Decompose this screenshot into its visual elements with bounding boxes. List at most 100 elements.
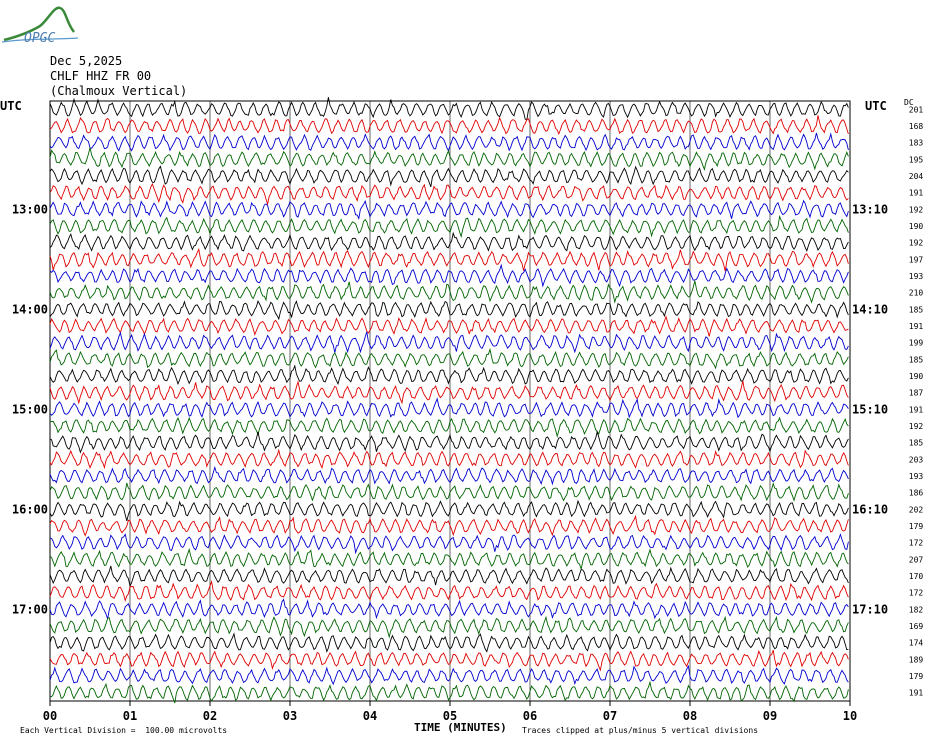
seismic-trace — [49, 115, 849, 136]
dc-offset-value: 183 — [909, 139, 924, 148]
seismic-trace — [49, 615, 849, 639]
left-hour-label: 14:00 — [12, 302, 48, 316]
station-code: CHLF HHZ FR 00 — [50, 69, 152, 83]
seismic-trace — [49, 565, 849, 588]
scale-note: Each Vertical Division = 100.00 microvol… — [20, 726, 228, 735]
dc-offset-value: 199 — [909, 339, 924, 348]
trace-rows — [49, 97, 849, 704]
seismic-trace — [49, 315, 849, 337]
dc-offset-value: 197 — [909, 255, 924, 264]
seismic-trace — [49, 347, 849, 370]
seismic-trace — [49, 300, 849, 321]
left-hour-label: 15:00 — [12, 402, 48, 416]
station-name: (Chalmoux Vertical) — [50, 84, 188, 98]
dc-offset-value: 195 — [909, 155, 924, 164]
seismic-trace — [49, 280, 849, 304]
seismic-trace — [49, 448, 849, 470]
clip-note: Traces clipped at plus/minus 5 vertical … — [522, 726, 759, 735]
x-tick-label: 10 — [843, 709, 857, 723]
seismic-trace — [49, 430, 849, 454]
logo-text: OPGC — [24, 31, 55, 46]
seismic-trace — [49, 331, 849, 354]
dc-offset-value: 168 — [909, 122, 924, 131]
x-tick-label: 03 — [283, 709, 297, 723]
dc-offset-value: 169 — [909, 622, 924, 631]
x-tick-label: 08 — [683, 709, 697, 723]
logo-mountain-icon — [3, 6, 76, 42]
x-tick-label: 02 — [203, 709, 217, 723]
seismic-trace — [49, 514, 849, 537]
dc-offset-value: 174 — [909, 639, 924, 648]
dc-offset-value: 185 — [909, 439, 924, 448]
seismic-trace — [49, 664, 849, 686]
dc-offset-value: 187 — [909, 389, 924, 398]
seismic-trace — [49, 165, 849, 188]
right-hour-label: 14:10 — [852, 302, 888, 316]
seismic-trace — [49, 533, 849, 555]
left-hour-label: 13:00 — [12, 202, 48, 216]
dc-offset-value: 193 — [909, 272, 924, 281]
seismic-trace — [49, 397, 849, 419]
dc-offset-value: 191 — [909, 189, 924, 198]
dc-offset-value: 172 — [909, 539, 924, 548]
dc-offset-value: 190 — [909, 222, 924, 231]
x-tick-label: 01 — [123, 709, 137, 723]
x-tick-label: 05 — [443, 709, 457, 723]
x-axis-title: TIME (MINUTES) — [414, 721, 507, 734]
dc-offset-value: 192 — [909, 239, 924, 248]
right-hour-labels: 13:10 14:10 15:10 16:10 17:10 — [852, 202, 888, 616]
dc-offset-value: 202 — [909, 505, 924, 514]
right-hour-label: 16:10 — [852, 502, 888, 516]
x-tick-label: 06 — [523, 709, 537, 723]
left-hour-label: 16:00 — [12, 502, 48, 516]
dc-offset-value: 207 — [909, 555, 924, 564]
x-tick-label: 04 — [363, 709, 377, 723]
dc-offset-value: 186 — [909, 489, 924, 498]
left-hour-labels: 13:00 14:00 15:00 16:00 17:00 — [12, 202, 48, 616]
seismic-trace — [49, 465, 849, 486]
seismic-trace — [49, 499, 849, 522]
seismic-trace — [49, 380, 849, 405]
right-utc-label: UTC — [865, 99, 887, 113]
x-tick-label: 07 — [603, 709, 617, 723]
dc-offset-value: 170 — [909, 572, 924, 581]
dc-offset-value: 179 — [909, 522, 924, 531]
dc-offset-value: 172 — [909, 589, 924, 598]
seismic-trace — [49, 263, 849, 288]
minute-grid — [129, 101, 771, 701]
dc-offset-value: 191 — [909, 322, 924, 331]
plot-date: Dec 5,2025 — [50, 54, 123, 68]
x-tick-labels: 00 01 02 03 04 05 06 07 08 09 10 — [43, 701, 857, 723]
dc-offset-label: DC — [904, 98, 914, 107]
dc-offset-value: 189 — [909, 655, 924, 664]
seismic-trace — [49, 97, 849, 121]
right-hour-label: 17:10 — [852, 602, 888, 616]
dc-offset-value: 201 — [909, 105, 924, 114]
dc-offset-value: 185 — [909, 305, 924, 314]
seismic-trace — [49, 482, 849, 502]
seismic-trace — [49, 147, 849, 171]
seismic-trace — [49, 649, 849, 672]
seismic-trace — [49, 132, 849, 152]
seismic-trace — [49, 632, 849, 653]
right-hour-label: 15:10 — [852, 402, 888, 416]
dc-offset-value: 185 — [909, 355, 924, 364]
seismic-trace — [49, 182, 849, 206]
left-utc-label: UTC — [0, 99, 22, 113]
seismic-trace — [49, 364, 849, 386]
seismic-trace — [49, 680, 849, 704]
seismic-trace — [49, 247, 849, 272]
dc-offset-value: 182 — [909, 605, 924, 614]
seismic-trace — [49, 598, 849, 620]
dc-offset-value: 193 — [909, 472, 924, 481]
dc-offset-value: 179 — [909, 672, 924, 681]
seismic-trace — [49, 214, 849, 239]
seismic-trace — [49, 580, 849, 603]
dc-offset-value: 192 — [909, 205, 924, 214]
x-tick-label: 00 — [43, 709, 57, 723]
dc-offset-value: 210 — [909, 289, 924, 298]
opgc-logo: OPGC — [0, 2, 80, 46]
x-tick-label: 09 — [763, 709, 777, 723]
dc-offset-value: 203 — [909, 455, 924, 464]
